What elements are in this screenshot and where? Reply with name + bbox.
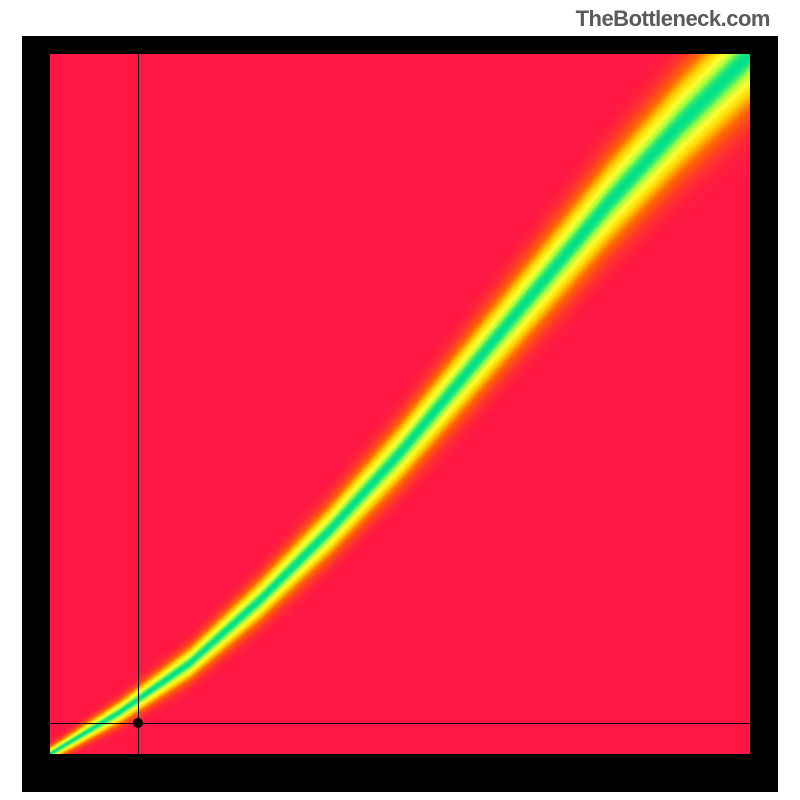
crosshair-vertical	[138, 54, 139, 754]
watermark-text: TheBottleneck.com	[576, 6, 770, 32]
crosshair-horizontal	[50, 723, 750, 724]
crosshair-marker-dot	[133, 718, 143, 728]
bottleneck-heatmap	[50, 54, 750, 754]
